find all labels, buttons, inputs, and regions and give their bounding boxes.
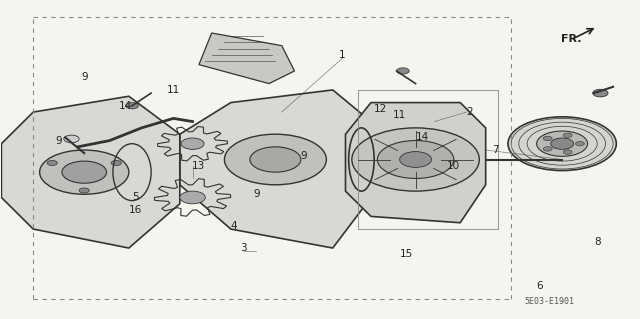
Circle shape [181, 138, 204, 149]
Circle shape [508, 117, 616, 171]
Circle shape [125, 103, 138, 109]
Text: 5: 5 [132, 192, 138, 203]
Text: 11: 11 [167, 85, 180, 95]
Circle shape [543, 147, 552, 151]
Text: 8: 8 [594, 237, 600, 247]
Text: 6: 6 [536, 281, 543, 291]
Circle shape [62, 161, 106, 183]
Text: 7: 7 [492, 145, 499, 155]
Circle shape [537, 131, 588, 156]
Polygon shape [1, 96, 180, 248]
Text: 9: 9 [301, 151, 307, 161]
Circle shape [575, 141, 584, 146]
Circle shape [399, 152, 431, 167]
Text: 9: 9 [253, 189, 260, 199]
Polygon shape [346, 103, 486, 223]
Text: 2: 2 [467, 107, 473, 117]
Circle shape [352, 128, 479, 191]
Circle shape [396, 68, 409, 74]
Text: 10: 10 [447, 161, 460, 171]
Text: 14: 14 [415, 132, 429, 142]
Text: 9: 9 [56, 136, 62, 145]
Text: 3: 3 [240, 243, 247, 253]
Text: 16: 16 [129, 205, 142, 215]
Text: 1: 1 [339, 50, 346, 60]
Circle shape [111, 160, 122, 166]
Text: 11: 11 [393, 110, 406, 120]
Circle shape [378, 141, 454, 178]
Text: 15: 15 [399, 249, 413, 259]
Text: 4: 4 [230, 221, 237, 231]
Circle shape [593, 89, 608, 97]
Circle shape [550, 138, 573, 149]
Circle shape [47, 160, 58, 166]
Circle shape [543, 136, 552, 141]
Text: 9: 9 [81, 72, 88, 82]
Circle shape [563, 150, 572, 154]
Polygon shape [180, 90, 371, 248]
Circle shape [225, 134, 326, 185]
Text: 5E03-E1901: 5E03-E1901 [524, 297, 574, 306]
Circle shape [250, 147, 301, 172]
Circle shape [79, 188, 90, 193]
Text: 13: 13 [192, 161, 205, 171]
Circle shape [40, 150, 129, 194]
Text: 12: 12 [374, 104, 387, 114]
Text: 14: 14 [119, 101, 132, 111]
Circle shape [180, 191, 205, 204]
Text: FR.: FR. [561, 34, 582, 44]
Circle shape [64, 135, 79, 143]
Circle shape [563, 133, 572, 137]
Polygon shape [199, 33, 294, 84]
